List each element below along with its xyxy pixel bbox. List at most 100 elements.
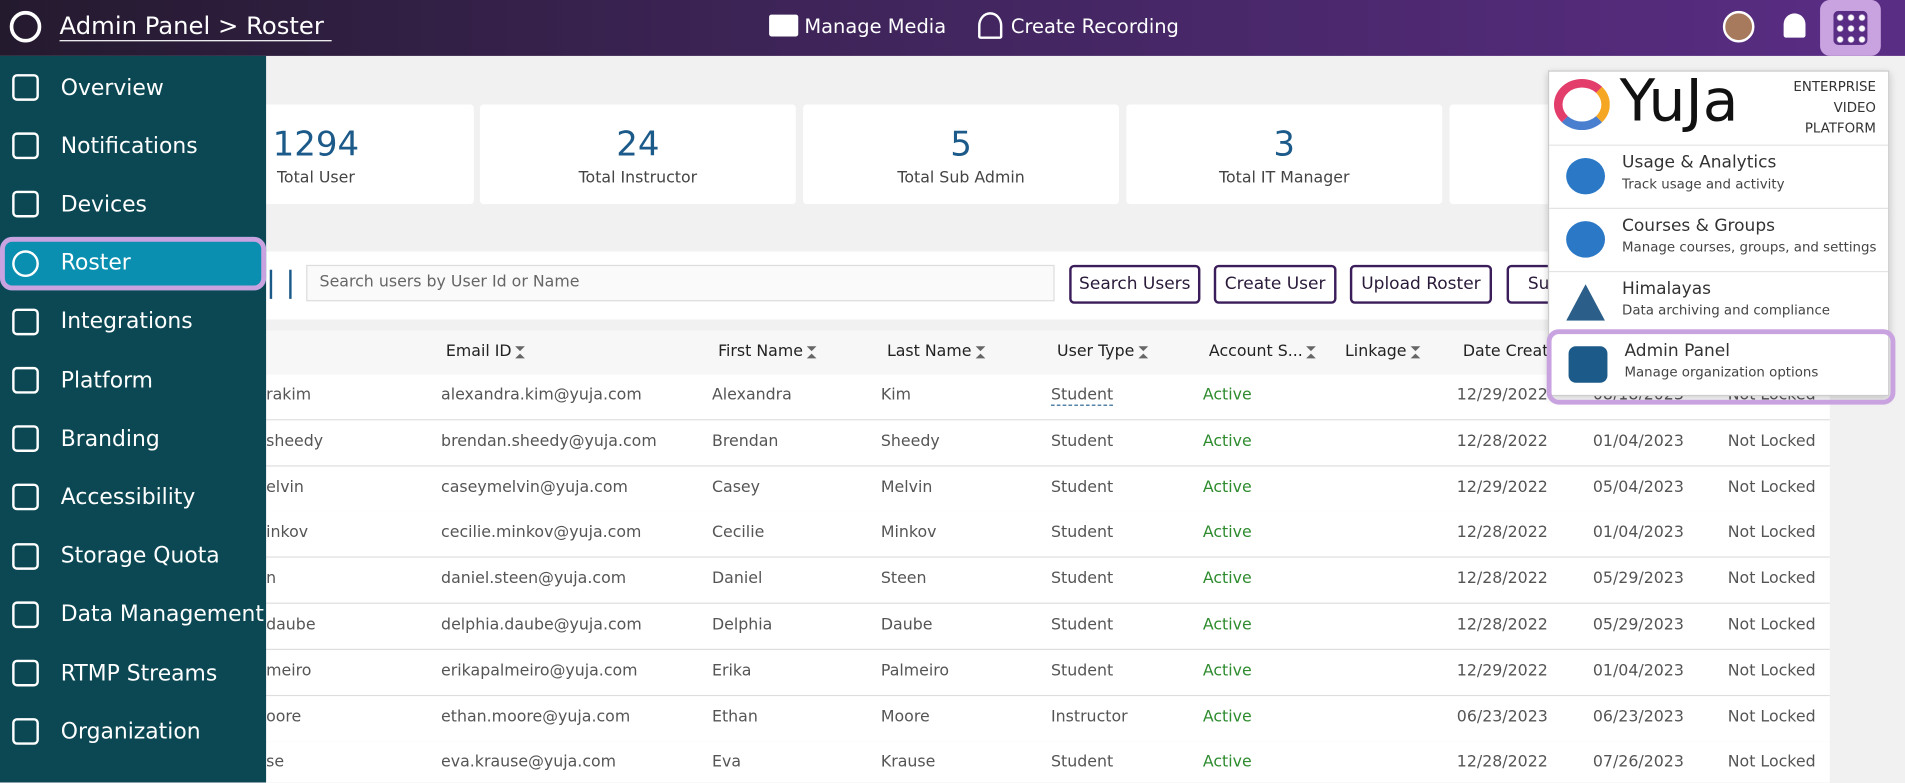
column-label: Email ID bbox=[445, 342, 512, 361]
table-cell: alexandra.kim@yuja.com bbox=[441, 386, 642, 405]
search-input[interactable]: Search users by User Id or Name bbox=[306, 264, 1055, 302]
table-cell: Daniel bbox=[711, 570, 763, 589]
nav-item[interactable]: Platform bbox=[0, 354, 266, 407]
nav-item[interactable]: Overview bbox=[0, 61, 266, 114]
nav-item[interactable]: Accessibility bbox=[0, 471, 266, 524]
column-header[interactable]: Last Name bbox=[887, 343, 985, 361]
table-cell: Palmeiro bbox=[880, 661, 950, 681]
nav-item[interactable]: Storage Quota bbox=[0, 529, 266, 582]
sort-icon[interactable] bbox=[1306, 345, 1317, 358]
table-cell: Not Locked bbox=[1727, 432, 1816, 451]
nav-icon bbox=[12, 425, 39, 453]
column-label: Date Creat... bbox=[1462, 342, 1564, 361]
nav-item[interactable]: Data Management bbox=[0, 588, 266, 641]
nav-link[interactable]: Manage Media bbox=[804, 14, 947, 38]
sort-icon[interactable] bbox=[1410, 345, 1420, 358]
menu-desc: Manage organization options bbox=[1624, 364, 1819, 381]
nav-label: Integrations bbox=[60, 308, 193, 335]
sort-icon[interactable] bbox=[1137, 345, 1148, 358]
table-cell: Student bbox=[1050, 753, 1114, 772]
sort-icon[interactable] bbox=[975, 345, 985, 358]
column-header[interactable]: First Name bbox=[718, 343, 817, 361]
button[interactable]: Search Users bbox=[1069, 264, 1201, 304]
nav-label: Platform bbox=[60, 367, 153, 394]
menu-icon bbox=[1568, 346, 1608, 383]
nav-item[interactable]: Notifications bbox=[0, 119, 266, 172]
nav-icon bbox=[12, 132, 39, 160]
app-menu: YuJa ENTERPRISE VIDEO PLATFORM Usage & A… bbox=[1546, 66, 1896, 405]
menu-title: Himalayas bbox=[1622, 279, 1712, 299]
stat-label: Total IT Manager bbox=[1219, 168, 1350, 188]
stat-value: 1294 bbox=[272, 123, 360, 165]
menu-item[interactable]: Admin Panel Manage organization options bbox=[1546, 329, 1896, 405]
table-cell: Not Locked bbox=[1727, 753, 1816, 772]
nav-icon bbox=[12, 484, 39, 511]
table-cell: Ethan bbox=[711, 707, 758, 727]
top-bar: Admin Panel > Roster Manage Media Create… bbox=[0, 0, 1905, 56]
nav-item[interactable]: Organization bbox=[0, 705, 266, 758]
table-cell: 01/04/2023 bbox=[1592, 524, 1684, 543]
button[interactable]: Create User bbox=[1213, 264, 1337, 304]
menu-item[interactable]: Himalayas Data archiving and compliance bbox=[1549, 270, 1889, 333]
menu-desc: Data archiving and compliance bbox=[1622, 302, 1831, 319]
table-cell: 06/23/2023 bbox=[1592, 707, 1684, 727]
sort-icon[interactable] bbox=[806, 345, 817, 358]
nav-item[interactable]: RTMP Streams bbox=[0, 646, 266, 699]
nav-icon bbox=[12, 718, 39, 746]
table-row bbox=[266, 603, 1830, 651]
column-header[interactable]: Linkage bbox=[1345, 343, 1420, 361]
tagline-line: VIDEO bbox=[1833, 99, 1876, 116]
table-cell: Brendan bbox=[711, 432, 779, 451]
table-cell: Active bbox=[1202, 707, 1252, 727]
table-cell: Delphia bbox=[711, 616, 773, 635]
column-header[interactable]: User Type bbox=[1057, 343, 1148, 361]
nav-icon bbox=[12, 308, 39, 336]
nav-link[interactable]: Create Recording bbox=[1010, 14, 1179, 38]
table-row bbox=[266, 511, 1830, 559]
nav-label: Notifications bbox=[60, 133, 198, 159]
table-cell: se bbox=[266, 753, 285, 772]
table-cell: Not Locked bbox=[1727, 661, 1816, 681]
nav-icon bbox=[12, 249, 39, 277]
column-header[interactable]: Account S... bbox=[1209, 343, 1317, 361]
table-cell: Krause bbox=[880, 753, 936, 772]
table-row bbox=[266, 557, 1830, 605]
breadcrumb[interactable]: Admin Panel > Roster bbox=[59, 11, 332, 42]
table-cell: 01/04/2023 bbox=[1592, 661, 1684, 681]
table-cell: 12/28/2022 bbox=[1456, 432, 1548, 451]
table-cell: Not Locked bbox=[1727, 616, 1816, 635]
nav-label: Overview bbox=[60, 74, 164, 101]
nav-label: Devices bbox=[60, 191, 147, 218]
stat-value: 3 bbox=[1273, 123, 1296, 165]
table-cell: 12/29/2022 bbox=[1456, 386, 1548, 405]
button[interactable]: Upload Roster bbox=[1349, 264, 1493, 304]
nav-item[interactable]: Branding bbox=[0, 412, 266, 465]
column-header[interactable]: Email ID bbox=[446, 343, 525, 361]
bell-icon[interactable] bbox=[1783, 13, 1806, 38]
nav-item[interactable]: Integrations bbox=[0, 295, 266, 348]
menu-icon bbox=[1566, 157, 1606, 195]
table-cell: Active bbox=[1202, 478, 1252, 497]
yuja-logo-mark bbox=[1553, 78, 1610, 131]
stat-card: 24 Total Instructor bbox=[479, 104, 796, 205]
apps-button[interactable] bbox=[1820, 0, 1881, 56]
menu-title: Usage & Analytics bbox=[1622, 153, 1777, 173]
menu-item[interactable]: Usage & Analytics Track usage and activit… bbox=[1549, 144, 1889, 207]
table-cell: Active bbox=[1202, 386, 1252, 405]
table-cell: brendan.sheedy@yuja.com bbox=[441, 432, 657, 451]
filter-icon[interactable] bbox=[269, 269, 292, 299]
nav-item[interactable]: Devices bbox=[0, 178, 266, 231]
stat-label: Total Sub Admin bbox=[897, 168, 1025, 188]
table-cell: Cecilie bbox=[711, 524, 765, 543]
avatar[interactable] bbox=[1722, 10, 1755, 43]
stat-value: 24 bbox=[616, 123, 660, 165]
tagline-line: PLATFORM bbox=[1804, 120, 1876, 137]
sort-icon[interactable] bbox=[515, 345, 525, 358]
table-cell: Active bbox=[1202, 524, 1252, 543]
yuja-logo: YuJa bbox=[1619, 66, 1739, 135]
table-cell: Active bbox=[1202, 432, 1252, 451]
nav-item[interactable]: Roster bbox=[0, 236, 267, 290]
table-cell: Active bbox=[1202, 753, 1252, 772]
menu-item[interactable]: Courses & Groups Manage courses, groups, … bbox=[1549, 207, 1889, 270]
